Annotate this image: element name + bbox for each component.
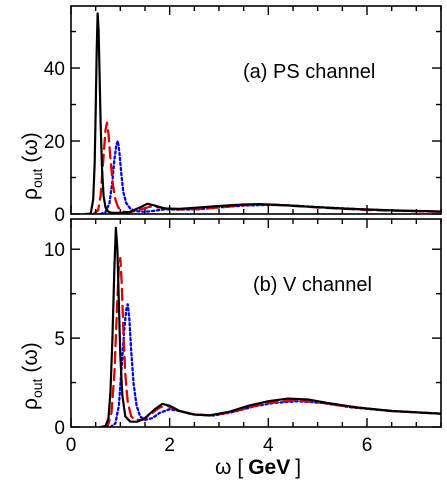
v-tick-layer: 0 5 10 0 2 4 6 xyxy=(44,219,442,456)
panel-v-channel: 0 5 10 0 2 4 6 (b) V channel ρout(ω) ω[GeV] xyxy=(19,218,442,479)
panel-ps-channel: 0 20 40 (a) PS channel ρout(ω) xyxy=(19,5,442,226)
v-y-axis-title: ρout(ω) xyxy=(19,342,45,410)
ps-series-dashed-red xyxy=(92,121,441,214)
ps-y-axis-title: ρout(ω) xyxy=(19,132,45,200)
ps-series-solid-black xyxy=(84,12,441,214)
v-ytick-label: 0 xyxy=(54,418,65,439)
v-ytick-label: 5 xyxy=(54,329,65,350)
v-xtick-label: 2 xyxy=(164,435,175,456)
v-plot-frame xyxy=(70,218,442,428)
ps-ytick-label: 20 xyxy=(44,132,65,153)
v-xtick-label: 6 xyxy=(362,435,373,456)
ps-series-layer xyxy=(84,12,441,214)
v-xtick-label: 4 xyxy=(263,435,274,456)
v-panel-label: (b) V channel xyxy=(253,274,372,296)
v-series-layer xyxy=(99,226,441,427)
ps-panel-label: (a) PS channel xyxy=(243,61,375,83)
v-xtick-label: 0 xyxy=(66,435,77,456)
ps-series-dotted-blue xyxy=(99,139,441,214)
ps-tick-layer: 0 20 40 xyxy=(44,6,442,226)
ps-ytick-label: 0 xyxy=(54,205,65,226)
ps-plot-frame xyxy=(70,5,442,215)
x-axis-title: ω[GeV] xyxy=(215,456,301,479)
ps-ytick-label: 40 xyxy=(44,59,65,80)
v-ytick-label: 10 xyxy=(44,240,65,261)
v-series-solid-black xyxy=(99,226,441,427)
